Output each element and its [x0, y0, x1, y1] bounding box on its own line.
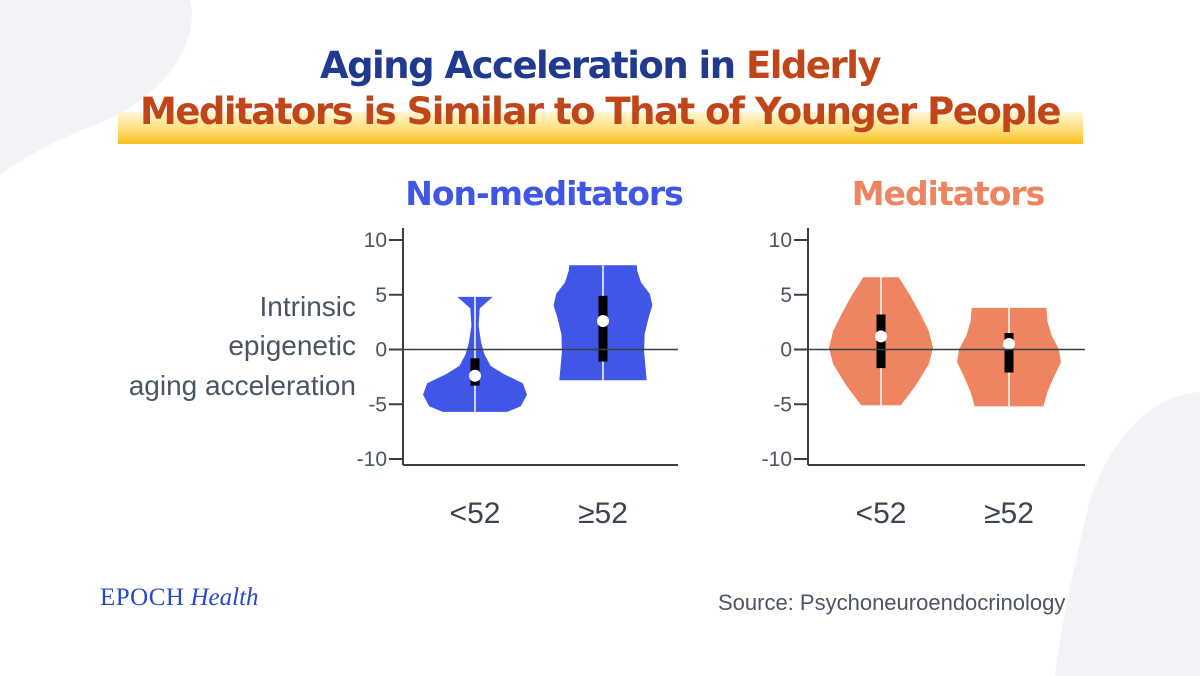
- title-part-orange: Elderly: [745, 44, 882, 87]
- x-category-label: ≥52: [578, 497, 628, 530]
- brand-section: Health: [190, 584, 259, 611]
- y-tick-label: 0: [375, 339, 387, 362]
- source-note: Source: Psychoneuroendocrinology: [718, 590, 1066, 615]
- y-tick-label: 5: [375, 284, 387, 307]
- background-blob-bottom-right: [1055, 392, 1200, 676]
- violin-iqr-box: [598, 295, 608, 362]
- violin-median-point: [469, 369, 481, 382]
- title-line-1: Aging Acceleration in Elderly: [0, 44, 1200, 88]
- y-axis-label-line-2: epigenetic: [228, 330, 356, 361]
- y-tick-label: -5: [773, 393, 792, 416]
- y-tick-label: 10: [364, 229, 387, 252]
- y-axis-label-line-1: Intrinsic: [260, 291, 356, 322]
- chart-panels: Non-meditators 10 5 0 -5 -10 <52 ≥52 Meditators 1…: [357, 174, 1085, 530]
- y-axis-label-line-3: aging acceleration: [129, 370, 356, 401]
- title-part-blue: Aging Acceleration in: [319, 44, 746, 87]
- y-tick-label: 10: [769, 229, 792, 252]
- panel-non-meditators: Non-meditators 10 5 0 -5 -10 <52 ≥52: [357, 174, 685, 530]
- y-tick-label: 0: [780, 339, 792, 362]
- brand-name: EPOCH: [100, 584, 185, 611]
- x-category-label: <52: [856, 497, 907, 530]
- y-tick-label: -5: [368, 393, 387, 416]
- violin-median-point: [1003, 338, 1015, 351]
- background-blob-top-left: [0, 0, 192, 175]
- x-category-label: <52: [450, 497, 501, 530]
- panel-title: Meditators: [852, 174, 1045, 213]
- y-axis-label: Intrinsic epigenetic aging acceleration: [129, 291, 356, 401]
- violin-iqr-box: [1004, 333, 1014, 373]
- y-tick-label: 5: [780, 284, 792, 307]
- brand-logo: EPOCH Health: [100, 584, 259, 612]
- y-tick-label: -10: [762, 448, 792, 471]
- title-highlight-bar: [118, 112, 1083, 144]
- y-tick-label: -10: [357, 448, 387, 471]
- title-line-2: Meditators is Similar to That of Younger…: [139, 90, 1062, 133]
- violin-median-point: [597, 315, 609, 328]
- panel-title: Non-meditators: [405, 174, 683, 213]
- violin-median-point: [875, 330, 887, 343]
- panel-meditators: Meditators 10 5 0 -5 -10 <52 ≥52: [762, 174, 1085, 530]
- x-category-label: ≥52: [984, 497, 1034, 530]
